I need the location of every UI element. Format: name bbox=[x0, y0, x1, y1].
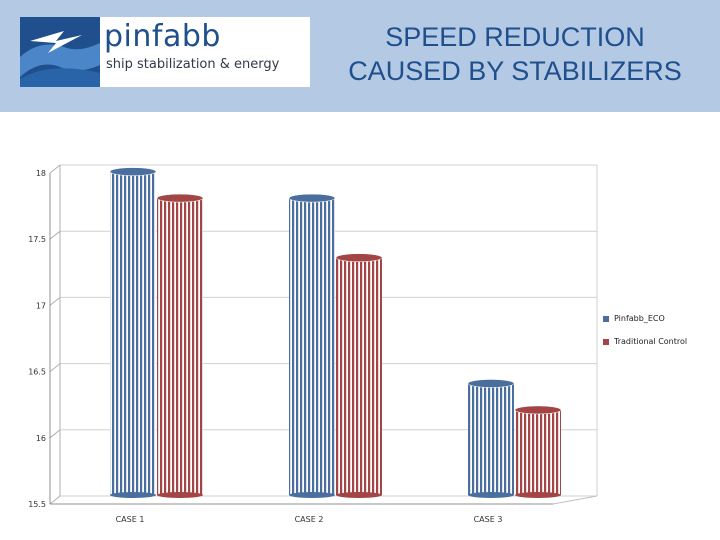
bar-base bbox=[289, 492, 335, 498]
gridline-depth bbox=[49, 363, 61, 372]
bar-body bbox=[468, 383, 514, 495]
bar-base bbox=[468, 492, 514, 498]
bar-pinfabb-eco-2 bbox=[288, 193, 336, 498]
y-tick-label: 17 bbox=[36, 301, 46, 310]
y-tick-label: 18 bbox=[36, 169, 46, 178]
slide-title-line-1: SPEED REDUCTION bbox=[385, 22, 645, 52]
logo-wordmark: pinfabb bbox=[104, 19, 221, 54]
bar-base bbox=[110, 492, 156, 498]
y-tick-label: 15.5 bbox=[28, 500, 46, 509]
bar-chart: 15.5 16 16.5 17 17.5 18 CASE 1 CASE 2 CASE 3 bbox=[28, 164, 598, 524]
y-tick-label: 16 bbox=[36, 434, 46, 443]
x-tick-label: CASE 1 bbox=[116, 515, 145, 524]
gridline-depth bbox=[49, 429, 61, 439]
gridline-depth bbox=[49, 297, 61, 306]
y-tick-label: 17.5 bbox=[28, 235, 46, 244]
legend-label-series-2: Traditional Control bbox=[614, 337, 688, 346]
bar-body bbox=[515, 409, 561, 495]
bar-traditional-control-1 bbox=[156, 193, 204, 498]
floor-edge bbox=[552, 495, 598, 505]
bar-base bbox=[336, 492, 382, 498]
bar-cap bbox=[335, 253, 383, 262]
bar-body bbox=[110, 171, 156, 495]
bar-cap bbox=[467, 379, 515, 388]
bar-body bbox=[289, 198, 335, 495]
y-tick-label: 16.5 bbox=[28, 368, 46, 377]
bar-cap bbox=[156, 193, 204, 203]
wave-logo-icon bbox=[20, 17, 100, 87]
axes bbox=[49, 165, 598, 505]
bar-cap bbox=[288, 193, 336, 203]
slide-title-line-2: CAUSED BY STABILIZERS bbox=[348, 56, 682, 86]
x-tick-label: CASE 3 bbox=[474, 515, 503, 524]
bar-pinfabb-eco-1 bbox=[109, 167, 157, 498]
bar-base bbox=[515, 492, 561, 498]
x-tick-label: CASE 2 bbox=[295, 515, 324, 524]
bar-cap bbox=[514, 405, 562, 415]
bar-body bbox=[157, 198, 203, 495]
legend-swatch-series-1 bbox=[603, 316, 609, 322]
bar-pinfabb-eco-3 bbox=[467, 379, 515, 498]
bar-cap bbox=[109, 167, 157, 176]
gridline-depth bbox=[49, 230, 61, 240]
gridline-depth bbox=[49, 495, 61, 505]
bar-traditional-control-3 bbox=[514, 405, 562, 498]
axis-labels: 15.5 16 16.5 17 17.5 18 CASE 1 CASE 2 CASE 3 bbox=[28, 169, 502, 524]
logo-tagline: ship stabilization & energy bbox=[106, 57, 280, 72]
legend-swatch-series-2 bbox=[603, 339, 609, 345]
slide-title: SPEED REDUCTION CAUSED BY STABILIZERS bbox=[335, 20, 695, 88]
bar-base bbox=[157, 492, 203, 498]
bar-traditional-control-2 bbox=[335, 253, 383, 498]
slide-header: pinfabb ship stabilization & energy SPEE… bbox=[0, 0, 720, 112]
legend-label-series-1: Pinfabb_ECO bbox=[614, 314, 665, 323]
bar-body bbox=[336, 257, 382, 495]
company-logo: pinfabb ship stabilization & energy bbox=[20, 17, 310, 87]
bars bbox=[109, 167, 562, 498]
gridline-depth bbox=[49, 164, 61, 174]
